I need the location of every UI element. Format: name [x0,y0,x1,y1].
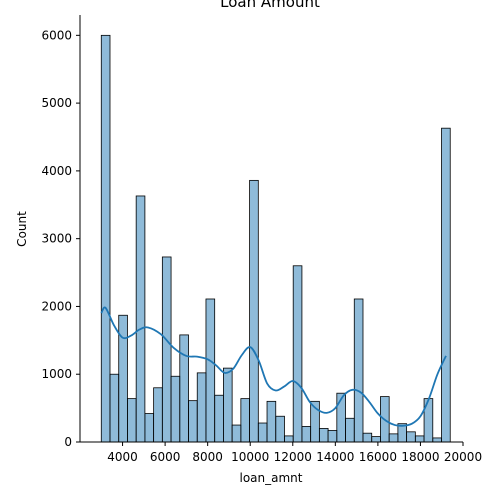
histogram-bar [266,400,277,443]
histogram-bar [153,387,163,443]
y-tick-label: 0 [64,435,72,449]
histogram-bar [388,433,399,443]
histogram-bar [127,398,137,443]
histogram-bar [301,426,312,443]
histogram-bar [205,298,216,443]
y-tick-label: 6000 [41,28,72,42]
histogram-bar [170,375,181,443]
histogram-bar [414,435,425,443]
x-ticks-layer: 4000 6000 8000 10000 12000 14000 16000 18000 200… [107,442,482,464]
y-tick-label: 5000 [41,96,72,110]
histogram-bar [327,430,338,443]
histogram-bar [231,424,242,443]
x-tick-label: 16000 [359,450,397,464]
x-tick-label: 12000 [274,450,312,464]
histogram-bar [432,437,442,443]
bars-layer [100,34,451,443]
histogram-bar [275,415,285,443]
histogram-bar [362,432,373,443]
histogram-bar [135,195,146,443]
x-tick-label: 18000 [401,450,439,464]
x-tick-label: 20000 [444,450,482,464]
histogram-bar [371,436,381,443]
x-axis-label: loan_amnt [240,471,303,485]
histogram-bar [100,34,111,443]
histogram-bar [240,398,250,443]
histogram-bar [318,428,329,443]
histogram-bar [188,400,198,443]
y-tick-label: 1000 [41,367,72,381]
histogram-bar [223,367,233,443]
y-ticks-layer: 0 1000 2000 3000 4000 5000 6000 [41,28,80,449]
histogram-bar [249,179,259,443]
chart-title: Loan Amount [220,0,320,11]
x-tick-label: 6000 [150,450,181,464]
histogram-bar [214,394,224,443]
x-tick-label: 10000 [231,450,269,464]
histogram-bar [144,413,155,443]
histogram-bar [345,417,355,443]
y-tick-label: 3000 [41,232,72,246]
kde-density-curve [100,306,447,427]
histogram-bar [179,334,189,443]
histogram-bar [257,422,268,443]
histogram-bar [161,256,172,443]
y-tick-label: 2000 [41,299,72,313]
histogram-bar [196,372,207,443]
histogram-bar [353,298,364,443]
histogram-bar [406,431,416,443]
histogram-bar [292,265,303,443]
y-tick-label: 4000 [41,164,72,178]
histogram-bar [284,435,294,443]
y-axis-label: Count [15,211,29,247]
x-tick-label: 14000 [316,450,354,464]
histogram-bar [109,373,120,443]
x-tick-label: 4000 [107,450,138,464]
x-tick-label: 8000 [192,450,223,464]
histogram-bar [441,127,451,443]
